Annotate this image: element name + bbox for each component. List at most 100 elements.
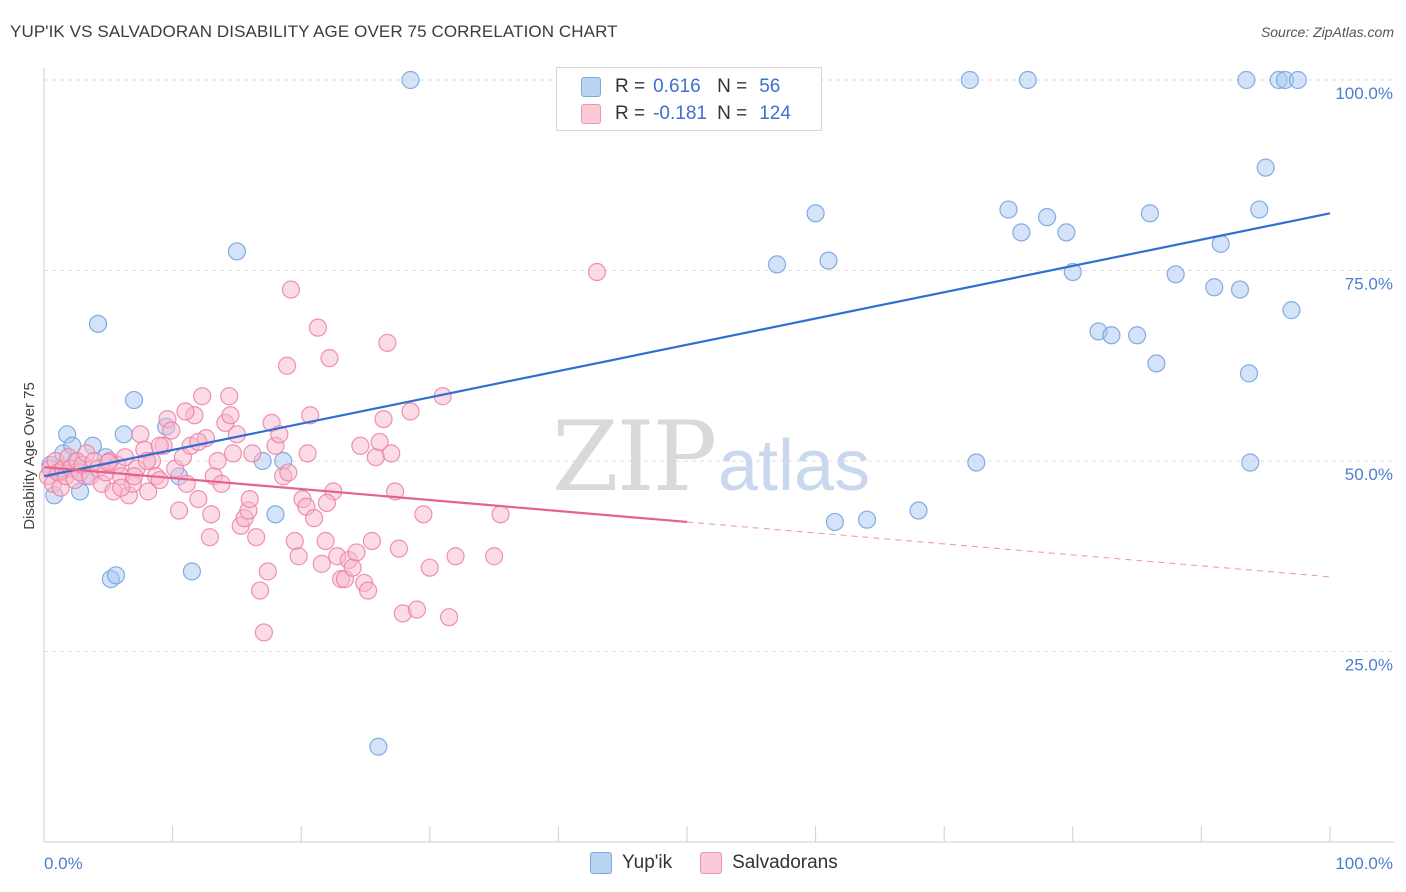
legend-swatch-salvadorans (581, 104, 601, 124)
yupik-trend-line (43, 212, 1331, 478)
yupik-point (1147, 354, 1166, 373)
salvadoran-point (243, 444, 262, 463)
salvadoran-point (250, 581, 270, 600)
salvadoran-point (320, 349, 339, 368)
salvadoran-point (374, 409, 393, 429)
x-tick-label: 0.0% (44, 854, 83, 873)
salvadoran-trend-extension (686, 521, 1331, 578)
salvadoran-point (279, 463, 298, 482)
salvadoran-point (221, 406, 240, 425)
yupik-point (369, 737, 388, 756)
series-legend: Yup'ik Salvadorans (590, 852, 866, 874)
salvadoran-point (317, 493, 337, 513)
series-swatch-yupik (590, 852, 612, 874)
salvadoran-point (308, 318, 328, 337)
yupik-point (960, 70, 980, 90)
yupik-point (1256, 158, 1275, 177)
salvadoran-point (223, 444, 243, 463)
tick-labels: 100.0% 75.0% 50.0% 25.0% 0.0% 100.0% (44, 84, 1393, 873)
source-label: Source: ZipAtlas.com (1260, 24, 1394, 40)
yupik-point (1239, 364, 1259, 383)
salvadoran-point (189, 490, 208, 509)
yupik-point (1166, 265, 1185, 284)
salvadoran-point (162, 421, 181, 440)
stats-legend: R = 0.616 N = 56 R = -0.181 N = 124 (556, 67, 822, 131)
legend-row-salvadorans: R = -0.181 N = 124 (581, 103, 791, 125)
legend-n-value: 124 (759, 103, 791, 124)
series-label-yupik: Yup'ik (622, 852, 673, 873)
yupik-point (1018, 70, 1037, 90)
salvadoran-point (277, 356, 297, 375)
x-tick-label: 100.0% (1335, 854, 1393, 873)
salvadoran-point (316, 531, 335, 551)
salvadoran-point (362, 531, 382, 551)
salvadoran-point (208, 451, 227, 471)
yupik-point (1205, 278, 1224, 297)
series-legend-salvadorans: Salvadorans (700, 852, 838, 874)
y-tick-label: 100.0% (1335, 84, 1393, 103)
yupik-point (1012, 223, 1031, 242)
watermark-zip: ZIP (552, 401, 715, 513)
salvadoran-point (247, 528, 266, 547)
axes (43, 68, 1394, 843)
legend-n-label: N = (717, 76, 748, 97)
legend-row-yupik: R = 0.616 N = 56 (581, 76, 780, 98)
salvadoran-point (202, 505, 221, 524)
series-swatch-salvadorans (700, 852, 723, 874)
salvadoran-point (176, 402, 195, 421)
salvadoran-point (150, 436, 169, 455)
salvadoran-point (366, 448, 385, 467)
chart-title: YUP'IK VS SALVADORAN DISABILITY AGE OVER… (10, 22, 618, 41)
yupik-point (106, 566, 126, 585)
series-legend-yupik: Yup'ik (590, 852, 672, 874)
salvadoran-point (485, 547, 504, 566)
series-label-salvadorans: Salvadorans (732, 852, 838, 873)
salvadoran-point (358, 581, 378, 600)
yupik-point (967, 453, 986, 472)
salvadoran-point (131, 425, 150, 444)
salvadoran-point (189, 432, 208, 452)
yupik-point (909, 501, 928, 520)
legend-r-value: 0.616 (653, 76, 701, 97)
salvadoran-point (212, 474, 231, 493)
yupik-point (1037, 208, 1057, 227)
legend-r-label: R = (615, 103, 646, 124)
yupik-point (1102, 326, 1121, 345)
yupik-point (1140, 204, 1160, 223)
y-axis-label: Disability Age Over 75 (21, 382, 38, 530)
salvadoran-point (258, 562, 277, 581)
yupik-point (401, 70, 420, 90)
yupik-point (1127, 326, 1147, 345)
watermark-atlas: atlas (718, 426, 870, 506)
yupik-point (767, 255, 787, 274)
legend-n-value: 56 (759, 76, 781, 97)
y-tick-label: 25.0% (1345, 656, 1393, 675)
yupik-point (1282, 301, 1301, 320)
data-points (38, 70, 1307, 756)
salvadoran-point (193, 387, 212, 406)
yupik-point (999, 200, 1018, 219)
yupik-point (124, 390, 144, 410)
yupik-point (114, 425, 133, 444)
salvadoran-point (389, 539, 409, 558)
salvadoran-point (312, 554, 331, 573)
legend-swatch-yupik (581, 77, 601, 97)
watermark: ZIP atlas (552, 401, 870, 513)
yupik-point (825, 512, 844, 532)
yupik-point (1230, 280, 1250, 299)
salvadoran-point (351, 436, 370, 455)
yupik-point (806, 204, 825, 223)
yupik-point (88, 314, 108, 333)
trend-lines (43, 212, 1331, 578)
salvadoran-point (491, 505, 510, 524)
salvadoran-point (227, 425, 246, 444)
salvadoran-point (298, 444, 317, 463)
salvadoran-point (382, 444, 401, 463)
salvadoran-point (200, 528, 219, 547)
salvadoran-point (446, 547, 465, 566)
yupik-point (1241, 453, 1260, 472)
salvadoran-trend-line (43, 465, 688, 524)
salvadoran-point (439, 608, 459, 627)
yupik-point (1057, 223, 1076, 242)
